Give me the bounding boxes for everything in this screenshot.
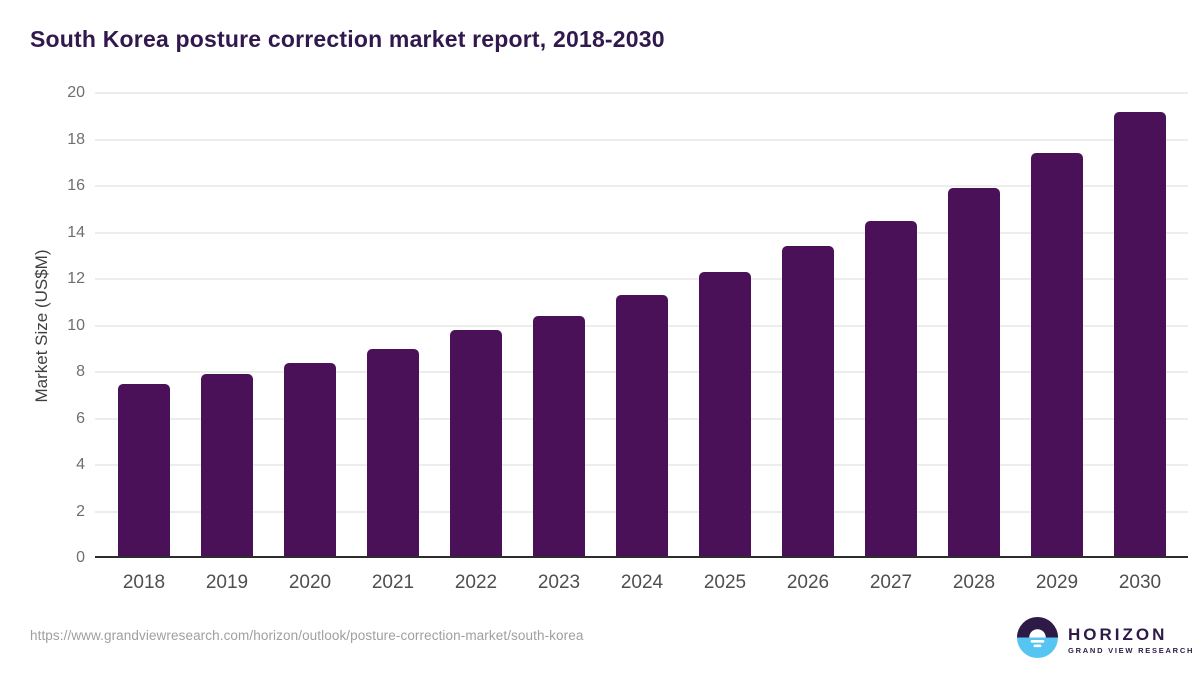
chart-title: South Korea posture correction market re… (30, 26, 665, 52)
logo-name: HORIZON (1068, 624, 1168, 644)
bar-2018 (118, 383, 170, 558)
x-axis-label: 2020 (288, 572, 332, 593)
logo-subtitle: GRAND VIEW RESEARCH (1068, 645, 1195, 655)
x-axis-label: 2024 (620, 572, 664, 593)
x-axis-label: 2023 (537, 572, 581, 593)
y-axis-tick-label: 18 (67, 130, 85, 148)
x-axis-label: 2019 (205, 572, 249, 593)
x-axis-label: 2027 (869, 572, 913, 593)
x-axis-line (95, 556, 1188, 558)
y-axis-tick-label: 20 (67, 84, 85, 101)
bar-2026 (782, 246, 834, 558)
y-axis-tick-label: 0 (76, 549, 85, 566)
bar-2029 (1031, 153, 1083, 558)
x-axis-label: 2029 (1035, 572, 1079, 593)
y-axis-tick-label: 14 (67, 223, 85, 241)
y-axis-tick-label: 10 (67, 316, 85, 334)
bar-2025 (699, 272, 751, 558)
bar-2030 (1114, 111, 1166, 558)
logo-text: HORIZON GRAND VIEW RESEARCH (1068, 626, 1194, 655)
x-axis-label: 2022 (454, 572, 498, 593)
y-axis-tick-label: 2 (76, 502, 85, 520)
x-axis-label: 2018 (122, 572, 166, 593)
x-axis-label: 2021 (371, 572, 415, 593)
gridline (95, 278, 1188, 280)
source-url: https://www.grandviewresearch.com/horizo… (30, 628, 584, 643)
y-axis-tick-label: 16 (67, 177, 85, 194)
plot-area (95, 92, 1188, 558)
bar-2023 (533, 316, 585, 558)
horizon-logo: HORIZON GRAND VIEW RESEARCH (1016, 616, 1194, 664)
bar-2024 (616, 295, 668, 558)
bar-2022 (450, 330, 502, 558)
sunrise-horizon-icon (1016, 616, 1059, 664)
y-axis-tick-label: 6 (76, 409, 85, 427)
y-axis-tick-label: 8 (76, 363, 85, 380)
gridline (95, 231, 1188, 234)
y-axis-tick-label: 4 (76, 456, 85, 473)
bar-2021 (367, 348, 419, 558)
x-axis-label: 2030 (1118, 572, 1162, 593)
x-axis-label: 2028 (952, 572, 996, 593)
x-axis-label: 2026 (786, 572, 830, 593)
gridline (95, 138, 1188, 141)
y-axis-tick-label: 12 (67, 270, 85, 287)
bar-2019 (201, 374, 253, 558)
gridline (95, 92, 1188, 94)
bar-2020 (284, 362, 336, 558)
gridline (95, 185, 1188, 187)
bar-2027 (865, 220, 917, 558)
x-axis-label: 2025 (703, 572, 747, 593)
bar-2028 (948, 188, 1000, 558)
